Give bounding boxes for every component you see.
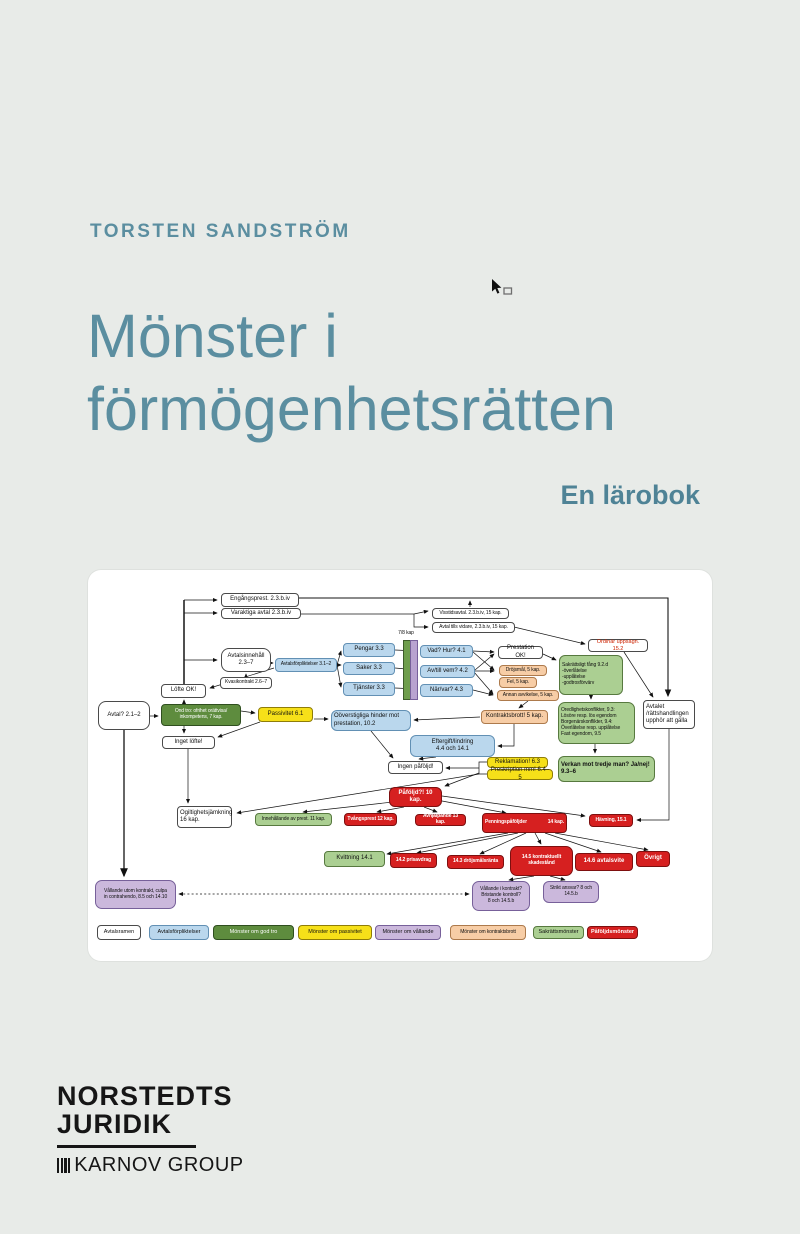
node-av-till-vem: Av/till vem? 4.2: [420, 665, 475, 678]
node-avtalsinnehall: Avtalsinnehåll 2.3–7: [221, 648, 271, 672]
node-avtalet-upphor: Avtalet /rättshandlingen upphör att gäll…: [643, 700, 695, 729]
node-oredlighetskonflikter: Oredlighetskonflikter, 9.3: Lösöre resp.…: [558, 702, 635, 744]
legend-sakrattsmonster: Sakrättsmönster: [533, 926, 584, 939]
node-tillsvidare: Avtal tills vidare, 2.3.b.iv, 15 kap.: [432, 622, 515, 633]
node-varaktiga: Varaktiga avtal 2.3.b.iv: [221, 608, 301, 619]
publisher-name-line2: JURIDIK: [57, 1109, 173, 1140]
node-havning: Hävning, 15.1: [589, 814, 633, 827]
node-eftergift-lindring: Eftergift/lindring 4.4 och 14.1: [410, 735, 495, 757]
node-prestation-ok: Prestation OK!: [498, 645, 543, 659]
publisher-group-name: KARNOV GROUP: [74, 1153, 244, 1176]
node-ordinar-uppsagn: Ordinär uppsägn. 15.2: [588, 639, 648, 652]
node-annan-avvikelse: Annan avvikelse, 5 kap.: [497, 690, 559, 701]
node-pafoljd: Påföljd?! 10 kap.: [389, 787, 442, 807]
node-verkan-tredje-man: Verkan mot tredje man? Ja/nej! 9.3–6: [558, 756, 655, 782]
node-passivitet: Passivitet 6.1: [258, 707, 313, 722]
penning-label: Penningspåföljder: [485, 819, 527, 826]
node-visstid: Visstidsavtal. 2.3.b.iv, 15 kap.: [432, 608, 509, 619]
book-title: Mönster i förmögenhetsrätten: [87, 302, 616, 444]
node-vad-hur: Vad? Hur? 4.1: [420, 645, 473, 658]
node-ooverstigliga-hinder: Oöverstigliga hinder mot prestation, 10.…: [331, 710, 411, 731]
node-inget-lofte: Inget löfte!: [162, 736, 215, 749]
legend-monster-vallande: Mönster om vållande: [375, 925, 441, 940]
node-ovrigt: Övrigt: [636, 851, 670, 867]
penning-ref: 14 kap.: [547, 819, 564, 826]
node-ingen-pafoljd: Ingen påföljd!: [388, 761, 443, 774]
legend-avtalsforpliktelser: Avtalsförpliktelser: [149, 925, 209, 940]
node-lofte-ok: Löfte OK!: [161, 684, 206, 698]
publisher-logo: NORSTEDTS JURIDIK KARNOV GROUP: [57, 1082, 244, 1177]
node-ond-tro: Ond tro: ofrihet orättvisa/ inkompetens,…: [161, 704, 241, 726]
book-subtitle: En lärobok: [560, 480, 700, 510]
flowchart-panel: 7/8 kap Engångsprest. 2.3.b.iv Varaktiga…: [88, 570, 712, 961]
author-name: TORSTEN SANDSTRÖM: [90, 221, 351, 242]
node-nar-var: När/var? 4.3: [420, 684, 473, 697]
legend-monster-kontraktsbrott: Mönster om kontraktsbrott: [450, 925, 526, 940]
node-tjanster: Tjänster 3.3: [343, 682, 395, 696]
karnov-bars-icon: [57, 1157, 71, 1173]
publisher-name-line1: NORSTEDTS: [57, 1081, 233, 1111]
legend-monster-passivitet: Mönster om passivitet: [298, 925, 372, 940]
mouse-cursor-icon: [492, 279, 513, 295]
bars-label: 7/8 kap: [398, 630, 414, 637]
node-drojsmalsranta: 14.3 dröjsmålsränta: [447, 855, 504, 869]
node-vallande-utom-kontrakt: Vållande utom kontrakt, culpa in contrah…: [95, 880, 176, 909]
legend-avtalsramen: Avtalsramen: [97, 925, 141, 940]
legend-monster-god-tro: Mönster om god tro: [213, 925, 294, 940]
node-fel: Fel, 5 kap.: [499, 677, 537, 688]
bar-purple: [410, 640, 418, 700]
node-kontraktsbrott: Kontraktsbrott! 5 kap.: [481, 710, 548, 724]
node-strikt-ansvar: Strikt ansvar? 8 och 14.5.b: [543, 881, 599, 903]
legend-pafoljdsmonster: Påföljdsmönster: [587, 926, 638, 939]
node-ogiltighetsjamkning: Ogiltighetsjämkning 16 kap.: [177, 806, 232, 828]
node-engangsprest: Engångsprest. 2.3.b.iv: [221, 593, 299, 607]
logo-divider: [57, 1145, 196, 1148]
node-reklamation: Reklamation! 6.3: [487, 757, 548, 768]
node-drojsmal: Dröjsmål, 5 kap.: [499, 665, 547, 676]
node-avtal: Avtal? 2.1–2: [98, 701, 150, 730]
node-sakrattsligt-fang: Sakrättsligt fång 9.2.d -överlåtelse -up…: [559, 655, 623, 695]
node-avhjalpande: Avhjälpande 13 kap.: [415, 813, 466, 826]
node-vallande-i-kontrakt: Vållande i kontrakt? Bristande kontroll?…: [472, 881, 530, 911]
node-kvasikontrakt: Kvasikontrakt 2.6–7: [220, 677, 272, 689]
node-saker: Saker 3.3: [343, 662, 395, 675]
node-avtalsvite: 14.6 avtalsvite: [575, 853, 633, 871]
node-innehallande: Innehållande av prest. 11 kap.: [255, 813, 332, 826]
node-tvangsprest: Tvångsprest 12 kap.: [344, 813, 397, 826]
node-kontraktuellt-skadestand: 14.5 kontraktuellt skadestånd: [510, 846, 573, 876]
node-prisavdrag: 14.2 prisavdrag: [390, 853, 437, 868]
node-pengar: Pengar 3.3: [343, 643, 395, 657]
node-penningspafoljder: Penningspåföljder 14 kap.: [482, 813, 567, 833]
node-preskription: Preskription mm! 6.4–5: [487, 767, 553, 781]
node-avtalsforpliktelser: Avtalsförpliktelser 3.1–2: [275, 658, 337, 672]
node-kvittning: Kvittning 14.1: [324, 851, 385, 867]
